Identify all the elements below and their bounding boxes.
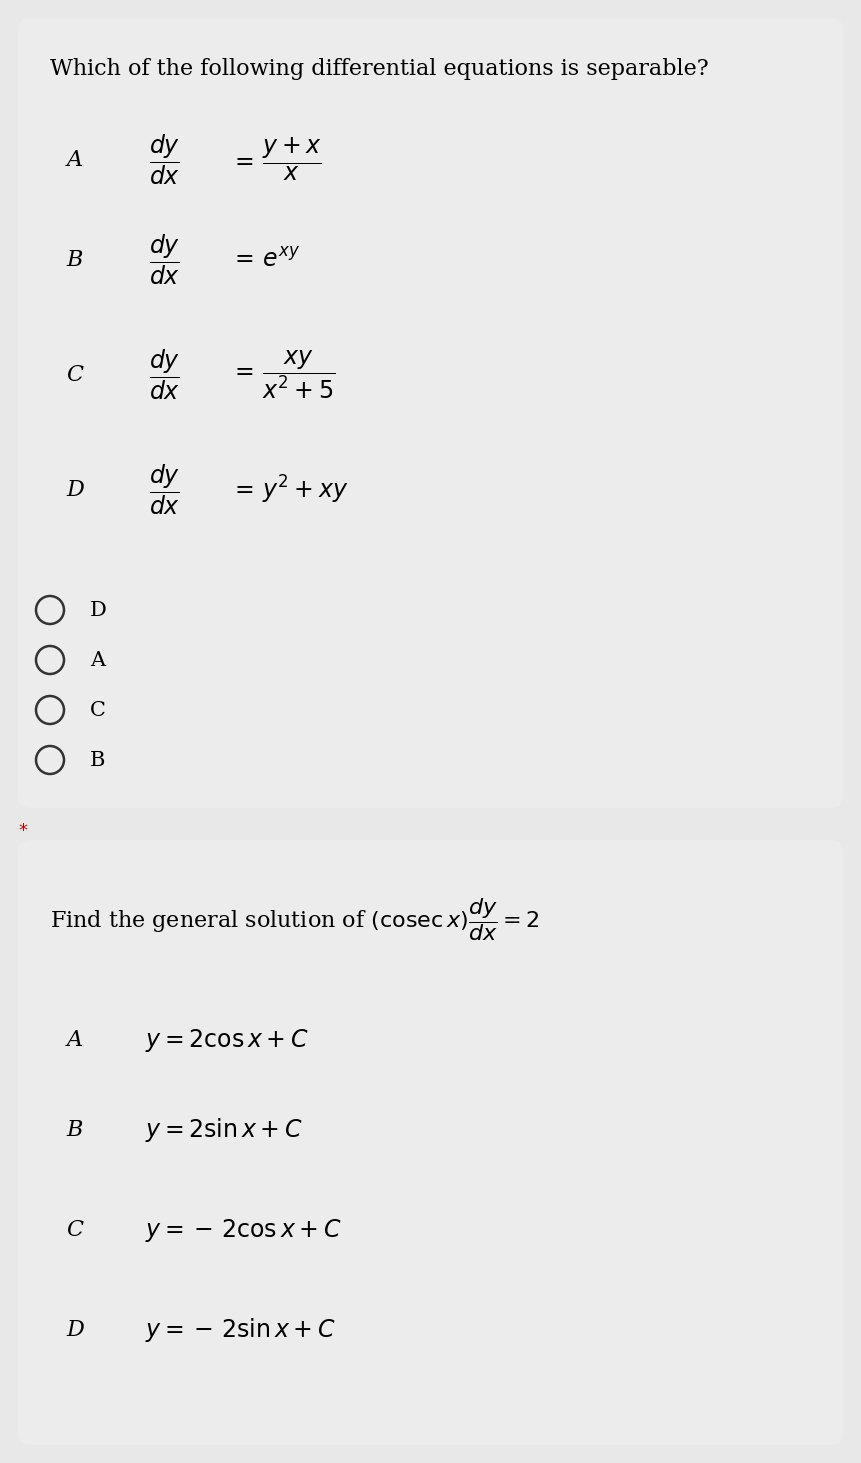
Text: A: A bbox=[90, 651, 105, 670]
Text: A: A bbox=[67, 1028, 83, 1050]
Text: $\dfrac{dy}{dx}$: $\dfrac{dy}{dx}$ bbox=[149, 348, 181, 402]
Text: $\dfrac{dy}{dx}$: $\dfrac{dy}{dx}$ bbox=[149, 233, 181, 287]
Text: $=\,e^{xy}$: $=\,e^{xy}$ bbox=[230, 249, 300, 272]
Text: B: B bbox=[90, 751, 105, 770]
Text: C: C bbox=[90, 701, 106, 720]
Text: Find the general solution of $\left(\mathrm{cosec}\,x\right)\dfrac{dy}{dx}=2$: Find the general solution of $\left(\mat… bbox=[50, 897, 539, 944]
Text: B: B bbox=[67, 249, 84, 271]
Text: B: B bbox=[67, 1119, 84, 1141]
Text: D: D bbox=[66, 478, 84, 500]
Text: $y = -\,2\sin x + C$: $y = -\,2\sin x + C$ bbox=[145, 1317, 336, 1344]
Text: $\dfrac{dy}{dx}$: $\dfrac{dy}{dx}$ bbox=[149, 462, 181, 518]
Text: $y = -\,2\cos x + C$: $y = -\,2\cos x + C$ bbox=[145, 1217, 342, 1244]
Text: Which of the following differential equations is separable?: Which of the following differential equa… bbox=[50, 59, 709, 80]
Text: D: D bbox=[90, 600, 107, 619]
Text: D: D bbox=[66, 1320, 84, 1342]
Text: C: C bbox=[66, 364, 84, 386]
Text: $\dfrac{dy}{dx}$: $\dfrac{dy}{dx}$ bbox=[149, 133, 181, 187]
Text: $=\,\dfrac{y+x}{x}$: $=\,\dfrac{y+x}{x}$ bbox=[230, 138, 322, 183]
Text: $y = 2\cos x + C$: $y = 2\cos x + C$ bbox=[145, 1027, 308, 1053]
FancyBboxPatch shape bbox=[18, 840, 843, 1445]
Text: $=\,\dfrac{xy}{x^{2}+5}$: $=\,\dfrac{xy}{x^{2}+5}$ bbox=[230, 348, 335, 401]
FancyBboxPatch shape bbox=[18, 18, 843, 808]
Text: C: C bbox=[66, 1219, 84, 1241]
Text: A: A bbox=[67, 149, 83, 171]
Text: $=\,y^{2}+xy$: $=\,y^{2}+xy$ bbox=[230, 474, 349, 506]
Text: $y = 2\sin x + C$: $y = 2\sin x + C$ bbox=[145, 1116, 303, 1144]
Text: *: * bbox=[18, 822, 27, 840]
